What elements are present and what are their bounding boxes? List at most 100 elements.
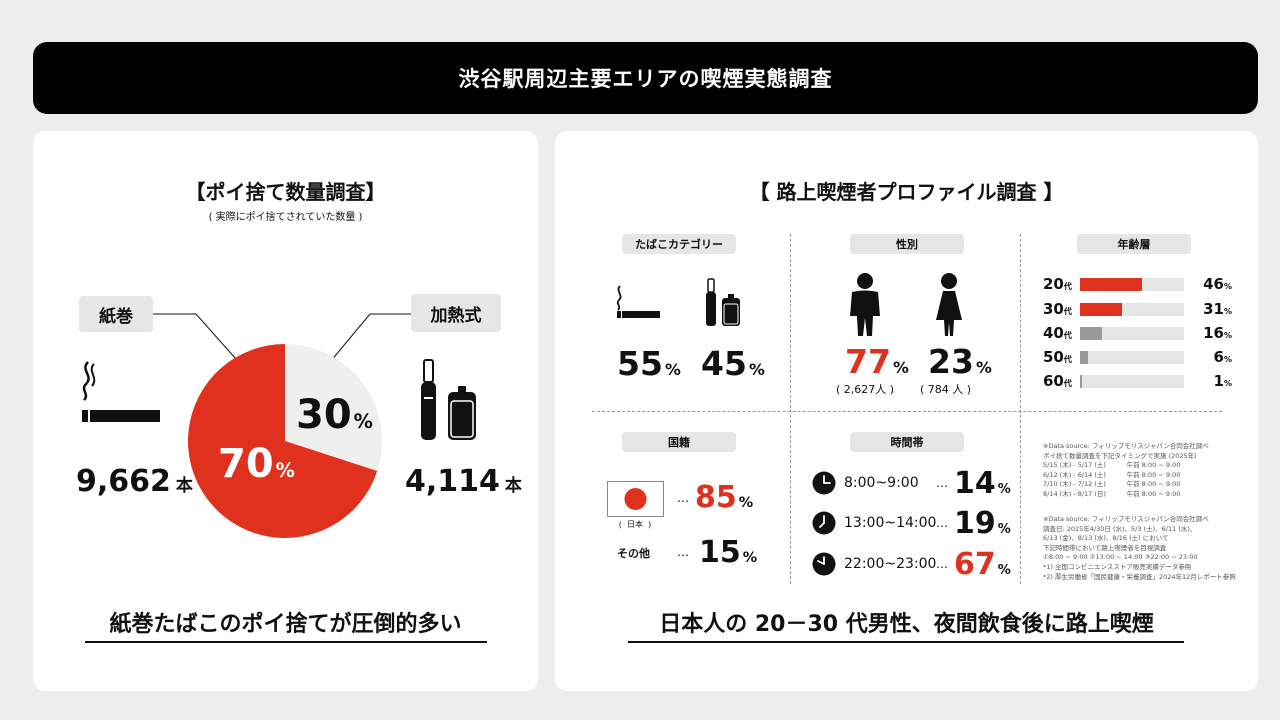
data-source-notes-2: ※Data source: フィリップモリスジャパン合同会社調べ 調査日: 202… xyxy=(1043,515,1236,582)
time-value: 19% xyxy=(954,505,1011,541)
note-line: ポイ捨て数量調査を下記タイミングで実施 (2025年) xyxy=(1043,451,1197,460)
age-label: 30代 xyxy=(1043,300,1072,318)
age-row: 40代 16% xyxy=(1043,322,1233,344)
category-pill: たばこカテゴリー xyxy=(622,234,736,254)
profile-conclusion: 日本人の 20－30 代男性、夜間飲食後に路上喫煙 xyxy=(659,612,1154,637)
note-line: 6/12 (木) - 6/14 (土) 午前 8:00 ~ 9:00 xyxy=(1043,470,1181,479)
note-line: 5/15 (木) - 5/17 (土) 午前 8:00 ~ 9:00 xyxy=(1043,461,1181,470)
age-pill: 年齢層 xyxy=(1077,234,1191,254)
count-heated: 4,114 本 xyxy=(405,464,522,499)
time-row: 22:00~23:00… 67% xyxy=(812,546,1012,582)
age-label: 50代 xyxy=(1043,348,1072,366)
gender-pill: 性別 xyxy=(850,234,964,254)
note-line: ①8:00 ~ 9:00 ②13:00 ~ 14:00 ③22:00 ~ 23:… xyxy=(1043,553,1198,562)
time-pill: 時間帯 xyxy=(850,432,964,452)
label-paper: 紙巻 xyxy=(79,296,153,332)
age-value: 6% xyxy=(1213,348,1232,366)
category-heated-pct: 45% xyxy=(701,344,765,383)
label-heated: 加熱式 xyxy=(411,294,501,332)
heated-tobacco-icon-small xyxy=(706,278,740,326)
grid-separator-v1 xyxy=(790,234,791,584)
nationality-other-dots: … xyxy=(677,545,689,559)
time-range: 22:00~23:00 xyxy=(844,556,937,572)
page-title: 渋谷駅周辺主要エリアの喫煙実態調査 xyxy=(458,67,833,91)
leader-line-heated xyxy=(324,313,411,369)
time-dots: … xyxy=(936,476,948,490)
page-header: 渋谷駅周辺主要エリアの喫煙実態調査 xyxy=(33,42,1258,114)
nationality-other-label: その他 xyxy=(617,547,650,560)
age-bar xyxy=(1080,326,1102,340)
note-line: *1) 全国コンビニエンスストア販売実績データ参照 xyxy=(1043,562,1192,571)
age-row: 50代 6% xyxy=(1043,346,1233,368)
time-dots: … xyxy=(936,557,948,571)
nationality-japan-dots: … xyxy=(677,491,689,505)
grid-separator-h xyxy=(592,411,1222,412)
leader-line-paper xyxy=(153,313,245,369)
age-bar-track xyxy=(1080,277,1184,291)
age-bar-track xyxy=(1080,350,1184,364)
age-value: 1% xyxy=(1213,372,1232,390)
littering-title: 【ポイ捨て数量調査】 xyxy=(185,180,386,204)
gender-male-count: ( 2,627人 ) xyxy=(836,383,895,396)
littering-conclusion-underline xyxy=(85,641,487,643)
note-line: 7/10 (木) - 7/12 (土) 午前 8:00 ~ 9:00 xyxy=(1043,480,1181,489)
age-bar xyxy=(1080,302,1122,316)
time-range: 13:00~14:00 xyxy=(844,515,937,531)
male-icon xyxy=(850,273,880,336)
pie-label-paper: 70% xyxy=(218,441,295,487)
age-label: 20代 xyxy=(1043,275,1072,293)
note-line: 下記時間帯において路上喫煙者を目視調査 xyxy=(1043,543,1167,552)
littering-subtitle: ( 実際にポイ捨てされていた数量 ) xyxy=(208,212,363,223)
time-row: 13:00~14:00… 19% xyxy=(812,505,1012,541)
age-bar-track xyxy=(1080,326,1184,340)
nationality-japan-pct: 85% xyxy=(695,480,754,515)
gender-male-pct: 77% xyxy=(845,342,909,381)
time-value: 14% xyxy=(954,465,1011,501)
note-line: 8/14 (木) - 8/17 (日) 午前 8:00 ~ 9:00 xyxy=(1043,489,1181,498)
age-bar-track xyxy=(1080,374,1184,388)
age-bar xyxy=(1080,350,1089,364)
nationality-other-pct: 15% xyxy=(699,535,758,570)
japan-flag-icon xyxy=(607,481,664,517)
time-range: 8:00~9:00 xyxy=(844,475,919,491)
flag-caption: ( 日本 ) xyxy=(618,520,652,529)
profile-title: 【 路上喫煙者プロファイル調査 】 xyxy=(749,180,1064,204)
pie-slice-heated xyxy=(285,344,382,471)
age-bar xyxy=(1080,277,1143,291)
age-bar xyxy=(1080,374,1082,388)
clock-icon xyxy=(812,511,836,535)
age-value: 46% xyxy=(1203,275,1232,293)
time-value: 67% xyxy=(954,546,1011,582)
cigarette-icon xyxy=(82,361,160,422)
note-line: *2) 厚生労働省「国民健康・栄養調査」2024年12月レポート参照 xyxy=(1043,572,1236,581)
age-row: 20代 46% xyxy=(1043,273,1233,295)
age-bar-track xyxy=(1080,302,1184,316)
age-row: 60代 1% xyxy=(1043,370,1233,392)
time-dots: … xyxy=(936,516,948,530)
note-line: ※Data source: フィリップモリスジャパン合同会社調べ xyxy=(1043,442,1209,450)
clock-icon xyxy=(812,552,836,576)
age-label: 40代 xyxy=(1043,324,1072,342)
nationality-pill: 国籍 xyxy=(622,432,736,452)
heated-tobacco-icon xyxy=(421,359,476,440)
clock-icon xyxy=(812,471,836,495)
age-value: 31% xyxy=(1203,300,1232,318)
gender-female-pct: 23% xyxy=(928,342,992,381)
littering-conclusion: 紙巻たばこのポイ捨てが圧倒的多い xyxy=(109,612,462,637)
profile-conclusion-underline xyxy=(628,641,1184,643)
grid-separator-v2 xyxy=(1020,234,1021,584)
age-label: 60代 xyxy=(1043,372,1072,390)
female-icon xyxy=(936,273,962,336)
note-line: 6/13 (金)、8/13 (水)、8/16 (土) において xyxy=(1043,534,1169,543)
data-source-notes-1: ※Data source: フィリップモリスジャパン合同会社調べ ポイ捨て数量調査… xyxy=(1043,442,1209,500)
gender-female-count: ( 784 人 ) xyxy=(920,383,972,396)
note-line: 調査日: 2025年4/30日 (水)、5/3 (土)、6/11 (水)、 xyxy=(1043,524,1197,533)
note-line: ※Data source: フィリップモリスジャパン合同会社調べ xyxy=(1043,515,1209,523)
time-row: 8:00~9:00 … 14% xyxy=(812,465,1012,501)
age-value: 16% xyxy=(1203,324,1232,342)
age-row: 30代 31% xyxy=(1043,298,1233,320)
cigarette-icon-small xyxy=(616,285,660,318)
category-paper-pct: 55% xyxy=(617,344,681,383)
count-paper: 9,662 本 xyxy=(76,464,193,499)
